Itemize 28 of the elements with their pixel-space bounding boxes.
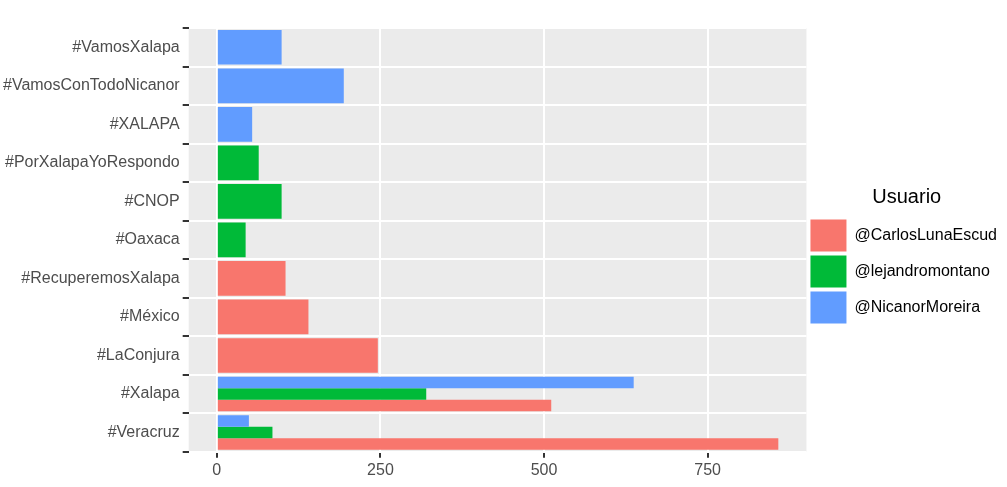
y-tick-label: #CNOP [124,191,180,209]
bar [217,145,259,181]
y-tick-label: #VamosConTodoNicanor [3,76,181,94]
x-tick-label: 0 [212,460,222,478]
legend-label: @NicanorMoreira [854,297,981,315]
y-tick-label: #VamosXalapa [72,37,180,55]
y-tick-label: #LaConjura [96,345,180,363]
bar [217,261,286,296]
legend-title: Usuario [872,185,942,208]
bar [217,184,282,219]
y-tick-label: #Oaxaca [115,230,180,248]
x-tick-label: 250 [367,460,394,478]
y-tick-label: #RecuperemosXalapa [21,268,180,286]
y-tick-label: #PorXalapaYoRespondo [5,153,180,171]
legend-label: @CarlosLunaEscud [854,225,998,243]
x-tick-label: 750 [694,460,722,478]
bar [217,29,282,65]
bar [217,299,309,335]
bar [217,222,246,258]
bar [217,338,378,373]
bar [217,68,344,104]
y-tick-label: #Xalapa [120,384,180,402]
y-tick-label: #México [120,307,180,325]
x-tick-label: 500 [530,460,558,478]
y-tick-label: #XALAPA [109,114,181,132]
bar [217,106,253,142]
legend-label: @lejandromontano [854,261,990,279]
y-tick-label: #Veracruz [107,422,180,440]
